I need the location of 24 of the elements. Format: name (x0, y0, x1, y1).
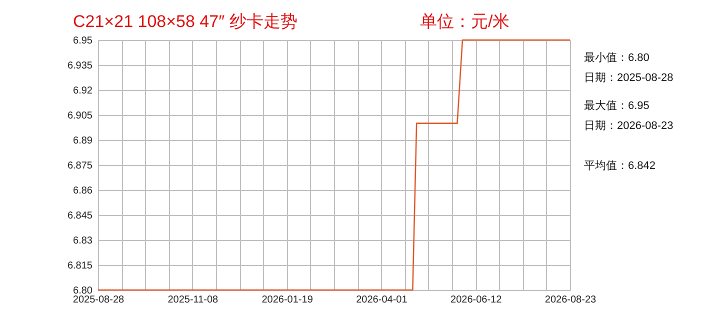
x-tick-label: 2025-08-28 (72, 294, 125, 306)
text: 最大值：6.95 (584, 99, 650, 112)
y-tick-label: 6.935 (67, 60, 93, 72)
text: 日期：2026-08-23 (584, 120, 674, 132)
text: 平均值：6.842 (584, 160, 656, 172)
y-tick-label: 6.95 (73, 36, 93, 46)
x-tick-label: 2026-01-19 (262, 294, 314, 306)
y-tick-label: 6.83 (73, 236, 93, 246)
y-tick-label: 6.80 (73, 286, 93, 296)
y-tick-label: 6.86 (73, 186, 93, 196)
x-tick-label: 2026-08-23 (544, 294, 597, 306)
text: 日期：2025-08-28 (584, 72, 674, 84)
y-tick-label: 6.89 (73, 136, 93, 146)
y-tick-label: 6.845 (67, 210, 93, 222)
chart-title: C21×21 108×58 47″ 纱卡走势 (73, 12, 298, 31)
chart-subtitle: 单位：元/米 (420, 12, 510, 31)
y-tick-label: 6.875 (67, 160, 93, 172)
y-tick-label: 6.905 (67, 110, 93, 122)
y-tick-label: 6.92 (73, 86, 93, 96)
x-tick-label: 2026-06-12 (450, 294, 502, 306)
x-tick-label: 2026-04-01 (356, 294, 408, 306)
y-tick-label: 6.815 (67, 260, 93, 272)
text: 最小值：6.80 (584, 51, 650, 64)
x-tick-label: 2025-11-08 (168, 294, 219, 306)
